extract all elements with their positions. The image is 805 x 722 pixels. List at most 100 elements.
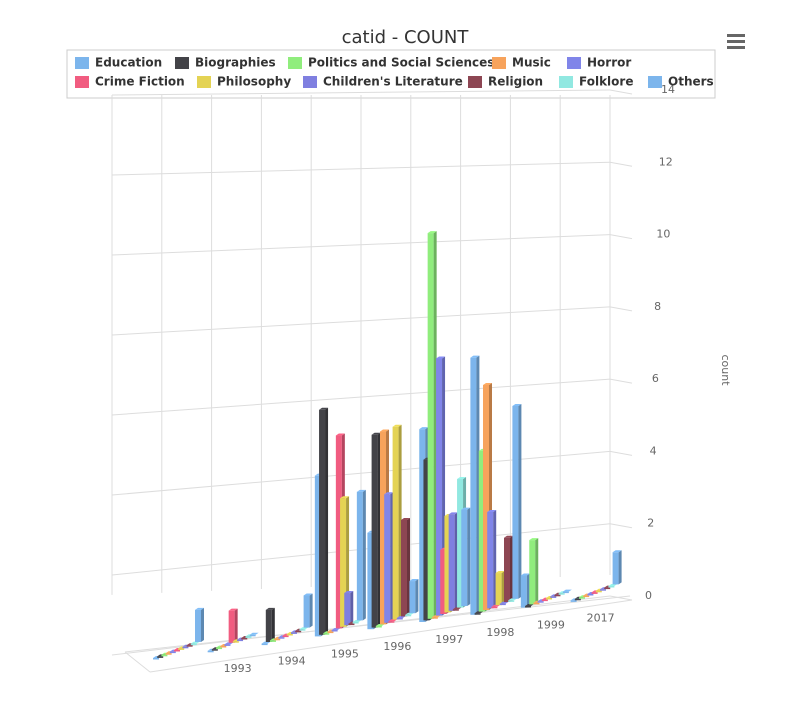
column bbox=[344, 591, 354, 626]
legend-item[interactable]: Children's Literature bbox=[303, 75, 463, 89]
column-front bbox=[427, 233, 434, 619]
y-axis-title: count bbox=[719, 354, 732, 386]
column-front bbox=[335, 435, 342, 629]
column-front bbox=[228, 610, 235, 643]
column-front bbox=[245, 636, 252, 638]
column bbox=[299, 627, 309, 631]
column bbox=[261, 641, 271, 646]
column-side bbox=[390, 492, 394, 623]
column-front bbox=[546, 598, 553, 600]
column bbox=[520, 573, 530, 608]
column-front bbox=[525, 606, 532, 608]
tick-mark bbox=[609, 161, 633, 167]
legend-label: Others bbox=[668, 75, 714, 89]
legend-item[interactable]: Others bbox=[648, 75, 714, 89]
grid-line bbox=[111, 89, 611, 96]
column-top bbox=[356, 489, 366, 492]
column-side bbox=[518, 403, 522, 599]
column-top bbox=[608, 584, 618, 586]
menu-bar bbox=[727, 40, 745, 43]
legend-item[interactable]: Philosophy bbox=[197, 75, 291, 89]
legend-item[interactable]: Folklore bbox=[559, 75, 633, 89]
menu-button[interactable] bbox=[727, 34, 745, 49]
column-top bbox=[384, 492, 394, 495]
x-tick-label: 2017 bbox=[587, 611, 615, 624]
column-top bbox=[487, 509, 497, 512]
legend-item[interactable]: Education bbox=[75, 56, 162, 70]
column-top bbox=[224, 642, 234, 645]
column-front bbox=[600, 589, 606, 591]
column bbox=[356, 489, 366, 621]
column-top bbox=[228, 608, 238, 611]
column-front bbox=[190, 643, 197, 646]
column bbox=[431, 615, 441, 619]
column-top bbox=[303, 593, 313, 596]
legend-item[interactable]: Biographies bbox=[175, 56, 276, 70]
column-side bbox=[433, 231, 437, 619]
column bbox=[249, 632, 259, 637]
column-front bbox=[291, 632, 297, 634]
legend-item[interactable]: Politics and Social Sciences bbox=[288, 56, 494, 70]
column-front bbox=[554, 594, 561, 597]
tick-mark bbox=[609, 450, 633, 456]
column-side bbox=[201, 607, 204, 642]
column-front bbox=[282, 635, 289, 638]
column bbox=[190, 641, 200, 646]
column-front bbox=[570, 600, 577, 602]
legend-label: Crime Fiction bbox=[95, 75, 185, 89]
column-side bbox=[325, 407, 329, 635]
column-top bbox=[448, 512, 458, 515]
column-front bbox=[595, 590, 602, 593]
column-front bbox=[388, 621, 395, 623]
column-front bbox=[261, 643, 268, 646]
legend-item[interactable]: Music bbox=[492, 56, 551, 70]
y-tick-label: 2 bbox=[647, 517, 654, 530]
column-top bbox=[388, 619, 398, 622]
tick-mark bbox=[609, 89, 633, 95]
column-front bbox=[474, 613, 481, 615]
column-side bbox=[407, 517, 410, 617]
column-top bbox=[299, 627, 309, 630]
column-top bbox=[331, 628, 341, 630]
column-front bbox=[562, 591, 569, 594]
column-front bbox=[591, 592, 598, 594]
column-side bbox=[501, 571, 505, 606]
legend-label: Music bbox=[512, 56, 551, 70]
column bbox=[512, 403, 522, 599]
column bbox=[487, 509, 497, 609]
column-front bbox=[440, 549, 447, 614]
column-side bbox=[350, 591, 354, 626]
legend-item[interactable]: Horror bbox=[567, 56, 631, 70]
tick-mark bbox=[609, 306, 633, 312]
y-tick-label: 12 bbox=[659, 155, 673, 168]
tick-mark bbox=[609, 595, 633, 601]
column-front bbox=[558, 593, 565, 595]
grid-line bbox=[111, 306, 611, 336]
column-front bbox=[295, 630, 302, 633]
column-side bbox=[618, 550, 622, 585]
y-tick-label: 0 bbox=[645, 589, 652, 602]
legend-swatch bbox=[175, 57, 189, 69]
column-front bbox=[182, 646, 189, 649]
column-front bbox=[216, 647, 223, 650]
column-front bbox=[537, 601, 544, 603]
column-top bbox=[436, 356, 446, 359]
column-front bbox=[265, 609, 272, 642]
legend-label: Religion bbox=[488, 75, 543, 89]
column-front bbox=[356, 491, 363, 621]
column-front bbox=[612, 552, 619, 585]
legend-item[interactable]: Religion bbox=[468, 75, 543, 89]
column-top bbox=[470, 355, 480, 358]
x-tick-label: 1995 bbox=[331, 647, 359, 660]
column-front bbox=[409, 581, 416, 614]
legend-swatch bbox=[75, 57, 89, 69]
column-front bbox=[299, 629, 306, 631]
column-front bbox=[512, 405, 519, 599]
column-top bbox=[261, 641, 271, 644]
column-top bbox=[340, 496, 350, 499]
x-tick-label: 1994 bbox=[278, 655, 306, 668]
column-top bbox=[491, 604, 501, 607]
column-top bbox=[520, 573, 530, 576]
legend-item[interactable]: Crime Fiction bbox=[75, 75, 185, 89]
column-front bbox=[371, 434, 378, 628]
